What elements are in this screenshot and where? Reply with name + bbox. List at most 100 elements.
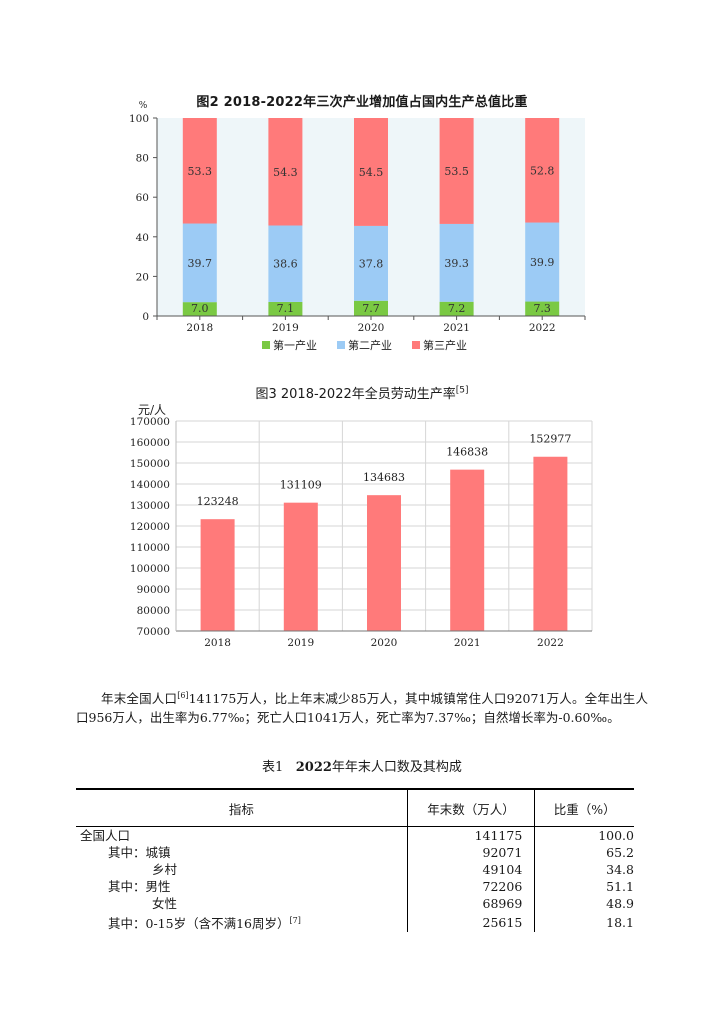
figure2-x-tick-label: 2021 bbox=[443, 322, 470, 334]
figure2-x-tick-label: 2019 bbox=[272, 322, 299, 334]
para-part2: 141175万人，比上年末减少85万人，其中城镇常住人口92071万人。全年出生… bbox=[76, 691, 648, 726]
table1-caption-prefix: 表1 bbox=[262, 760, 284, 775]
para-part1: 年末全国人口 bbox=[101, 691, 178, 707]
table-row: 其中：城镇 92071 65.2 bbox=[76, 844, 634, 861]
figure3-y-tick-label: 120000 bbox=[130, 521, 170, 533]
figure2-bar-segment bbox=[354, 300, 388, 316]
figure2-data-label: 38.6 bbox=[273, 258, 298, 271]
figure2-legend-label: 第一产业 bbox=[273, 338, 317, 352]
figure2-data-label: 7.2 bbox=[448, 302, 466, 315]
figure2-data-label: 52.8 bbox=[530, 164, 555, 177]
figure3-bar bbox=[450, 469, 485, 631]
row-share: 34.8 bbox=[606, 862, 634, 877]
figure2-bar-segment bbox=[268, 118, 303, 226]
row-label: 其中：城镇 bbox=[76, 844, 408, 861]
row-value: 72206 bbox=[407, 878, 536, 895]
figure3-data-label: 131109 bbox=[280, 479, 322, 492]
figure3-x-tick-label: 2021 bbox=[454, 637, 481, 649]
figure3-x-tick-label: 2022 bbox=[537, 637, 564, 649]
figure3-y-tick-label: 70000 bbox=[137, 626, 170, 638]
header-indicator: 指标 bbox=[76, 788, 408, 827]
figure2-y-tick-label: 20 bbox=[136, 271, 149, 283]
figure2-bar-segment bbox=[354, 118, 388, 226]
figure3-title-text: 图3 2018-2022年全员劳动生产率 bbox=[255, 387, 456, 402]
figure2-data-label: 7.3 bbox=[533, 302, 551, 315]
figure2-bar-segment bbox=[525, 222, 560, 302]
para-note-ref: [6] bbox=[177, 691, 189, 700]
figure2-chart: 7.0 39.7 53.3 7.1 38.6 54.3 7.7 37.8 54.5 7.2 39.3… bbox=[129, 101, 586, 352]
figure3-y-tick-label: 90000 bbox=[137, 584, 170, 596]
figure3-note-ref: [5] bbox=[455, 385, 469, 396]
figure2-bar-segment bbox=[525, 118, 560, 223]
table1-caption: 表1 2022年年末人口数及其构成 bbox=[0, 756, 724, 775]
table-header-row: 指标 年末数（万人） 比重（%） bbox=[76, 788, 634, 827]
figure3-bar bbox=[367, 495, 401, 631]
row-label: 其中：0-15岁（含不满16周岁） bbox=[108, 916, 290, 932]
figure3-data-label: 123248 bbox=[197, 495, 239, 508]
figure2-data-label: 37.8 bbox=[359, 257, 384, 270]
figure2-legend-swatch bbox=[412, 341, 420, 349]
figure3-bar bbox=[283, 502, 318, 631]
row-share: 51.1 bbox=[606, 879, 634, 894]
header-share: 比重（%） bbox=[534, 788, 634, 827]
row-label: 全国人口 bbox=[76, 826, 408, 844]
figure2-bar-segment bbox=[182, 302, 217, 316]
row-value: 92071 bbox=[407, 844, 536, 861]
figure3-bar bbox=[533, 456, 568, 631]
figure3-data-label: 146838 bbox=[446, 446, 488, 459]
figure2-bar-segment bbox=[439, 118, 474, 224]
figure3-y-tick-label: 150000 bbox=[130, 458, 170, 470]
row-label-cell: 其中：0-15岁（含不满16周岁）[7] bbox=[76, 912, 408, 933]
figure3-y-tick-label: 140000 bbox=[130, 479, 170, 491]
figure2-legend-label: 第二产业 bbox=[348, 338, 392, 352]
figure3-y-unit: 元/人 bbox=[138, 403, 166, 417]
figure2-data-label: 53.5 bbox=[444, 165, 469, 178]
figure2-y-tick-label: 80 bbox=[136, 153, 149, 165]
figure3-x-tick-label: 2018 bbox=[204, 637, 231, 649]
figure2-legend-swatch bbox=[262, 341, 270, 349]
figure2-y-unit: % bbox=[139, 101, 148, 111]
figure2-data-label: 53.3 bbox=[188, 165, 213, 178]
figure2-bar-segment bbox=[268, 301, 303, 316]
figure2-data-label: 54.5 bbox=[359, 166, 384, 179]
figure3-y-tick-label: 100000 bbox=[130, 563, 170, 575]
figure2-bar-segment bbox=[182, 118, 217, 224]
population-table: 指标 年末数（万人） 比重（%） 全国人口 141175 100.0 其中：城镇… bbox=[76, 788, 634, 933]
figure2-y-tick-label: 60 bbox=[136, 192, 149, 204]
figure3-x-tick-label: 2020 bbox=[371, 637, 398, 649]
figure2-data-label: 39.7 bbox=[188, 257, 213, 270]
table-row: 全国人口 141175 100.0 bbox=[76, 826, 634, 844]
population-paragraph: 年末全国人口[6]141175万人，比上年末减少85万人，其中城镇常住人口920… bbox=[76, 686, 648, 727]
table-row: 女性 68969 48.9 bbox=[76, 895, 634, 912]
row-value: 25615 bbox=[407, 912, 536, 933]
table-row: 其中：男性 72206 51.1 bbox=[76, 878, 634, 895]
header-year-end: 年末数（万人） bbox=[407, 788, 536, 827]
figure2-data-label: 39.9 bbox=[530, 256, 555, 269]
figure3-data-label: 152977 bbox=[529, 433, 571, 446]
row-value: 141175 bbox=[407, 826, 536, 844]
row-value: 49104 bbox=[407, 861, 536, 878]
figure3-chart: 123248 131109 134683 146838 152977 2018 2019 2… bbox=[130, 403, 593, 649]
table-row: 乡村 49104 34.8 bbox=[76, 861, 634, 878]
figure2-x-tick-label: 2022 bbox=[529, 322, 556, 334]
figure2-y-tick-label: 0 bbox=[142, 311, 149, 323]
figure2-data-label: 7.1 bbox=[277, 302, 295, 315]
figure2-title: 图2 2018-2022年三次产业增加值占国内生产总值比重 bbox=[196, 95, 528, 110]
row-share: 65.2 bbox=[606, 845, 634, 860]
figure3-y-tick-label: 80000 bbox=[137, 605, 170, 617]
figure3-title: 图3 2018-2022年全员劳动生产率[5] bbox=[0, 383, 724, 402]
figure2-bar-segment bbox=[354, 225, 388, 301]
row-label: 其中：男性 bbox=[76, 878, 408, 895]
figure2-bar-segment bbox=[182, 223, 217, 303]
row-label: 乡村 bbox=[76, 861, 408, 878]
figure2-y-tick-label: 100 bbox=[129, 113, 149, 125]
figure2-y-tick-label: 40 bbox=[136, 232, 149, 244]
table1-caption-year: 2022 bbox=[295, 760, 332, 775]
row-value: 68969 bbox=[407, 895, 536, 912]
row-share: 18.1 bbox=[606, 914, 634, 930]
figure2-data-label: 7.0 bbox=[191, 302, 209, 315]
figure2-legend-label: 第三产业 bbox=[423, 338, 467, 352]
figure3-y-tick-label: 110000 bbox=[130, 542, 170, 554]
figure2-legend-swatch bbox=[337, 341, 345, 349]
